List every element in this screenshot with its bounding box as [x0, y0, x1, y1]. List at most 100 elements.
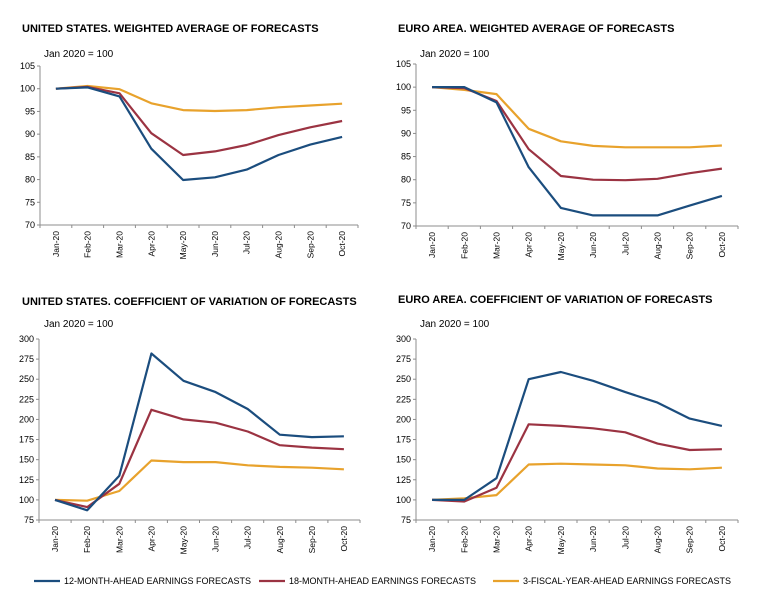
y-tick-label: 105: [396, 59, 411, 69]
y-tick-label: 85: [401, 152, 411, 162]
x-tick-label: Sep-20: [685, 526, 695, 554]
y-tick-label: 95: [401, 105, 411, 115]
legend-item-18-month: 18-MONTH-AHEAD EARNINGS FORECASTS: [259, 576, 476, 586]
x-tick-label: Jan-20: [51, 231, 61, 257]
y-tick-label: 95: [25, 106, 35, 116]
y-tick-label: 125: [19, 475, 34, 485]
plot-area: 75 100 125 150 175 200 225 250 275 300 Jan-20 Feb-2…: [396, 334, 739, 555]
series-line-s18: [55, 85, 343, 157]
chart-title: EURO AREA. WEIGHTED AVERAGE OF FORECASTS: [398, 23, 674, 35]
y-tick-label: 225: [19, 394, 34, 404]
chart-subtitle: Jan 2020 = 100: [44, 49, 114, 60]
y-tick-label: 175: [19, 435, 34, 445]
x-tick-label: Jan-20: [427, 232, 437, 258]
legend: 12-MONTH-AHEAD EARNINGS FORECASTS 18-MON…: [34, 576, 731, 586]
plot-area: 70 75 80 85 90 95 100 105 Jan-20 Feb-20 Mar-20 Apr-…: [20, 61, 359, 259]
chart-title: EURO AREA. COEFFICIENT OF VARIATION OF F…: [398, 294, 713, 306]
y-tick-label: 105: [20, 61, 35, 71]
y-tick-label: 100: [20, 84, 35, 94]
x-tick-label: Aug-20: [653, 232, 663, 260]
series-line-s18: [54, 408, 344, 509]
x-tick-label: Feb-20: [82, 526, 92, 553]
x-tick-label: Oct-20: [337, 231, 347, 257]
chart-us-coefficient-of-variation: UNITED STATES. COEFFICIENT OF VARIATION …: [19, 296, 361, 555]
y-tick-label: 200: [396, 414, 411, 424]
y-tick-label: 225: [396, 394, 411, 404]
y-tick-label: 90: [401, 128, 411, 138]
y-tick-label: 150: [19, 455, 34, 465]
x-tick-label: Mar-20: [114, 526, 124, 553]
plot-area: 75 100 125 150 175 200 225 250 275 300 Jan-20 Feb-2…: [19, 334, 361, 555]
y-tick-label: 150: [396, 455, 411, 465]
chart-subtitle: Jan 2020 = 100: [44, 319, 114, 330]
x-tick-label: Aug-20: [275, 526, 285, 554]
x-tick-label: Aug-20: [653, 526, 663, 554]
x-tick-label: Apr-20: [146, 526, 156, 552]
x-tick-label: Apr-20: [146, 231, 156, 257]
x-tick-label: Sep-20: [305, 231, 315, 259]
x-tick-label: Mar-20: [492, 232, 502, 259]
series-line-s12: [432, 370, 723, 501]
y-tick-label: 75: [401, 515, 411, 525]
series-line-s3fy: [432, 462, 722, 501]
x-tick-label: Apr-20: [524, 232, 534, 258]
series-line-s3fy: [432, 86, 722, 149]
y-tick-label: 175: [396, 435, 411, 445]
y-tick-label: 75: [24, 515, 34, 525]
x-tick-label: Jul-20: [620, 526, 630, 549]
y-tick-label: 85: [25, 152, 35, 162]
chart-subtitle: Jan 2020 = 100: [420, 319, 490, 330]
y-tick-label: 100: [396, 82, 411, 92]
y-tick-label: 300: [396, 334, 411, 344]
x-tick-label: May-20: [556, 232, 566, 261]
x-tick-label: Sep-20: [307, 526, 317, 554]
y-tick-label: 125: [396, 475, 411, 485]
chart-title: UNITED STATES. WEIGHTED AVERAGE OF FOREC…: [22, 23, 319, 35]
y-tick-label: 250: [396, 374, 411, 384]
x-tick-label: Aug-20: [274, 231, 284, 259]
series-line-s3fy: [55, 84, 343, 113]
legend-label: 12-MONTH-AHEAD EARNINGS FORECASTS: [64, 576, 251, 586]
y-tick-label: 75: [401, 198, 411, 208]
y-tick-label: 275: [19, 354, 34, 364]
plot-area: 70 75 80 85 90 95 100 105 Jan-20 Feb-20 Mar-20 Apr-…: [396, 59, 739, 261]
x-tick-label: Apr-20: [524, 526, 534, 552]
series-line-s12: [432, 85, 723, 217]
x-tick-label: Feb-20: [459, 232, 469, 259]
series-line-s12: [54, 352, 344, 512]
x-tick-label: Oct-20: [717, 526, 727, 552]
y-tick-label: 100: [19, 495, 34, 505]
y-tick-label: 80: [25, 175, 35, 185]
series-line-s18: [432, 423, 722, 503]
y-tick-label: 70: [401, 221, 411, 231]
y-tick-label: 200: [19, 414, 34, 424]
x-tick-label: May-20: [178, 526, 188, 555]
series-line-s12: [55, 86, 343, 182]
x-tick-label: Jul-20: [620, 232, 630, 255]
x-tick-label: Jun-20: [588, 232, 598, 258]
legend-item-12-month: 12-MONTH-AHEAD EARNINGS FORECASTS: [34, 576, 251, 586]
x-tick-label: Jun-20: [211, 526, 221, 552]
x-tick-label: Jan-20: [427, 526, 437, 552]
y-tick-label: 275: [396, 354, 411, 364]
y-tick-label: 100: [396, 495, 411, 505]
series-line-s3fy: [54, 459, 344, 502]
x-tick-label: Jul-20: [242, 231, 252, 254]
y-tick-label: 90: [25, 129, 35, 139]
x-tick-label: Feb-20: [83, 231, 93, 258]
chart-euro-weighted-average: EURO AREA. WEIGHTED AVERAGE OF FORECASTS…: [396, 23, 739, 261]
x-tick-label: Mar-20: [492, 526, 502, 553]
x-tick-label: Jan-20: [50, 526, 60, 552]
x-tick-label: Jun-20: [210, 231, 220, 257]
legend-item-3-fiscal-year: 3-FISCAL-YEAR-AHEAD EARNINGS FORECASTS: [493, 576, 731, 586]
y-tick-label: 300: [19, 334, 34, 344]
x-tick-label: Mar-20: [115, 231, 125, 258]
y-tick-label: 70: [25, 220, 35, 230]
x-tick-label: May-20: [556, 526, 566, 555]
y-tick-label: 75: [25, 197, 35, 207]
x-tick-label: Jul-20: [243, 526, 253, 549]
chart-title: UNITED STATES. COEFFICIENT OF VARIATION …: [22, 296, 357, 308]
x-tick-label: Oct-20: [717, 232, 727, 258]
legend-label: 18-MONTH-AHEAD EARNINGS FORECASTS: [289, 576, 476, 586]
